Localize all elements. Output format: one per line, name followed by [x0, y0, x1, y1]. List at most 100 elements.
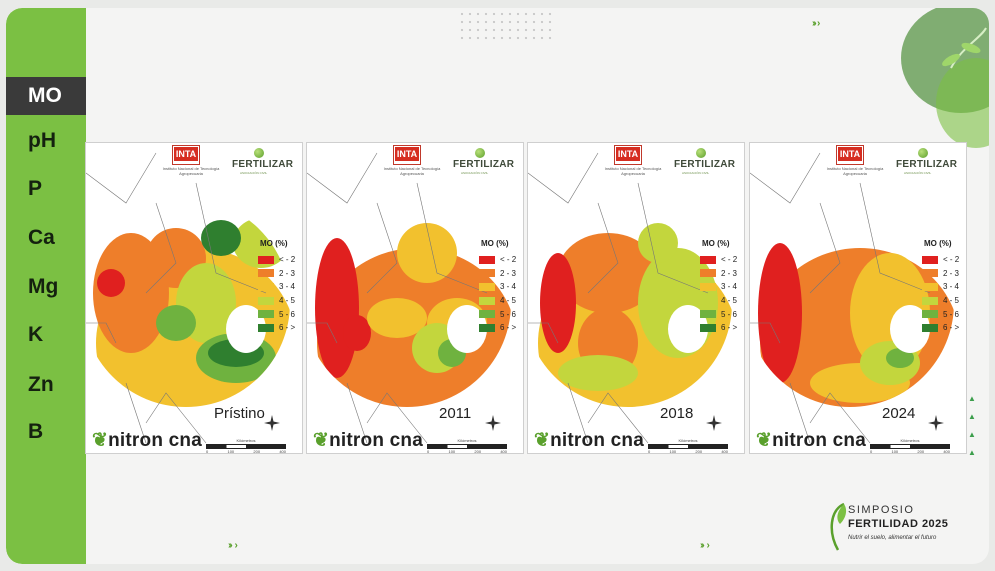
legend-swatch [479, 310, 495, 319]
soil-region [201, 220, 241, 256]
sidebar-item-k[interactable]: K [28, 323, 44, 346]
legend-label: 3 - 4 [279, 282, 296, 292]
legend-title: MO (%) [260, 239, 288, 248]
legend-label: 5 - 6 [279, 309, 296, 319]
legend-label: 5 - 6 [943, 309, 960, 319]
soil-region [638, 223, 678, 263]
province-border [528, 322, 559, 344]
province-border [587, 202, 619, 294]
legend-swatch [479, 255, 495, 264]
symposio-logo: SIMPOSIO FERTILIDAD 2025 Nutrir el suelo… [826, 502, 976, 562]
inta-subtitle: Instituto Nacional de Tecnología Agropec… [383, 166, 441, 176]
sidebar-item-mo[interactable]: MO [6, 77, 86, 115]
coast-cutout [226, 305, 266, 353]
legend-item: 3 - 4 [258, 280, 295, 294]
legend-item: < - 2 [479, 253, 516, 267]
legend-item: 4 - 5 [922, 294, 959, 308]
legend-item: 2 - 3 [258, 267, 295, 281]
legend-swatch [258, 323, 274, 332]
fertilizar-logo: FERTILIZAR [453, 159, 515, 170]
legend-swatch [479, 282, 495, 291]
legend-item: 2 - 3 [922, 267, 959, 281]
leaf-icon: ❦ [92, 430, 109, 451]
legend-swatch [922, 323, 938, 332]
compass-icon [485, 415, 501, 431]
legend-item: 6 - > [700, 321, 737, 335]
sidebar-item-zn[interactable]: Zn [28, 373, 54, 396]
legend-swatch [258, 282, 274, 291]
legend-swatch [700, 282, 716, 291]
province-border [809, 202, 841, 294]
legend-item: < - 2 [700, 253, 737, 267]
legend-label: 6 - > [500, 323, 517, 333]
scale-bar: Kilómetros 0 100 200 400 [870, 438, 950, 454]
legend-swatch [479, 323, 495, 332]
coast-cutout [890, 305, 930, 353]
legend-label: 5 - 6 [500, 309, 517, 319]
province-border [366, 392, 428, 444]
fertilizar-icon [696, 148, 706, 158]
soil-region [886, 348, 914, 368]
legend-item: 5 - 6 [479, 307, 516, 321]
legend-item: 5 - 6 [922, 307, 959, 321]
legend-item: 6 - > [479, 321, 516, 335]
legend-title: MO (%) [924, 239, 952, 248]
legend-swatch [258, 269, 274, 278]
province-border [346, 382, 368, 444]
sidebar-item-b[interactable]: B [28, 420, 44, 443]
legend-swatch [479, 296, 495, 305]
map-card: INTA Instituto Nacional de Tecnología Agr… [306, 142, 524, 454]
sidebar-item-ph[interactable]: pH [28, 129, 56, 152]
inta-logo: INTA [393, 145, 421, 165]
soil-region [156, 305, 196, 341]
nitron-cna-logo: ❦nitron cna [756, 430, 866, 451]
compass-icon [264, 415, 280, 431]
legend-label: 6 - > [279, 323, 296, 333]
map-card: INTA Instituto Nacional de Tecnología Agr… [85, 142, 303, 454]
soil-map [750, 152, 954, 444]
province-border [145, 392, 207, 444]
legend-swatch [258, 255, 274, 264]
dot-pattern [458, 10, 554, 44]
coast-cutout [447, 305, 487, 353]
legend-item: 2 - 3 [700, 267, 737, 281]
legend-swatch [922, 310, 938, 319]
sidebar-item-ca[interactable]: Ca [28, 226, 55, 249]
legend-title: MO (%) [481, 239, 509, 248]
leaf-icon [830, 502, 847, 551]
province-border [145, 202, 177, 294]
legend-label: 4 - 5 [500, 296, 517, 306]
soil-region [343, 315, 371, 351]
coast-cutout [668, 305, 708, 353]
fertilizar-logo: FERTILIZAR [896, 159, 958, 170]
legend-item: 4 - 5 [479, 294, 516, 308]
scale-bar: Kilómetros 0 100 200 400 [427, 438, 507, 454]
inta-subtitle: Instituto Nacional de Tecnología Agropec… [162, 166, 220, 176]
compass-icon [928, 415, 944, 431]
legend-label: 4 - 5 [943, 296, 960, 306]
legend-swatch [258, 310, 274, 319]
inta-logo: INTA [614, 145, 642, 165]
legend-swatch [700, 296, 716, 305]
scale-bar: Kilómetros 0 100 200 400 [206, 438, 286, 454]
logos: INTA Instituto Nacional de Tecnología Agr… [383, 145, 519, 179]
legend-swatch [479, 269, 495, 278]
map-year: 2011 [439, 405, 472, 422]
legend-item: 2 - 3 [479, 267, 516, 281]
sidebar-item-p[interactable]: P [28, 177, 43, 200]
legend-label: 4 - 5 [279, 296, 296, 306]
sidebar-item-mg[interactable]: Mg [28, 275, 59, 298]
fertilizar-subtitle: ASOCIACIÓN CIVIL [240, 171, 268, 175]
legend: MO (%) < - 2 2 - 3 3 - 4 4 - 5 5 - 6 6 - > [700, 239, 737, 335]
arrows-decoration: ›› › [700, 540, 710, 551]
leaf-icon: ❦ [313, 430, 330, 451]
province-border [416, 182, 488, 294]
inta-subtitle: Instituto Nacional de Tecnología Agropec… [826, 166, 884, 176]
legend-label: < - 2 [279, 255, 296, 265]
legend-swatch [700, 269, 716, 278]
legend-label: 2 - 3 [500, 268, 517, 278]
inta-logo: INTA [172, 145, 200, 165]
logos: INTA Instituto Nacional de Tecnología Agr… [604, 145, 740, 179]
symposio-title: SIMPOSIO [848, 504, 915, 516]
legend-item: 3 - 4 [922, 280, 959, 294]
